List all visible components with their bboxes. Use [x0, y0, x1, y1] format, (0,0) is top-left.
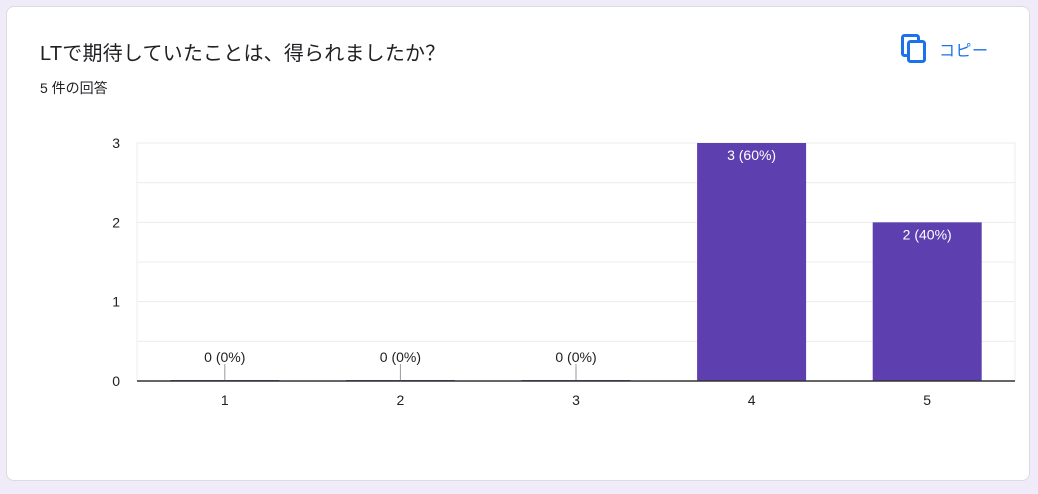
x-tick-label: 5 [923, 392, 931, 408]
copy-label: コピー [939, 43, 989, 60]
data-label: 0 (0%) [204, 349, 245, 365]
x-tick-label: 1 [221, 392, 229, 408]
x-tick-label: 4 [748, 392, 756, 408]
data-label: 3 (60%) [727, 147, 776, 163]
bar [872, 222, 982, 381]
data-label: 2 (40%) [903, 226, 952, 242]
response-count: 5 件の回答 [40, 80, 108, 96]
y-tick-label: 1 [112, 294, 120, 310]
copy-icon [901, 34, 926, 63]
bar [697, 143, 807, 381]
copy-button[interactable]: コピー [893, 29, 997, 69]
response-summary-card: LTで期待していたことは、得られましたか？ 5 件の回答 コピー [6, 6, 1030, 481]
question-title: LTで期待していたことは、得られましたか？ [40, 43, 446, 65]
data-label: 0 (0%) [555, 349, 596, 365]
data-label: 0 (0%) [380, 349, 421, 365]
y-tick-label: 0 [112, 373, 120, 389]
y-tick-label: 3 [112, 135, 120, 151]
x-tick-label: 3 [572, 392, 580, 408]
y-tick-label: 2 [112, 214, 120, 230]
x-tick-label: 2 [397, 392, 405, 408]
